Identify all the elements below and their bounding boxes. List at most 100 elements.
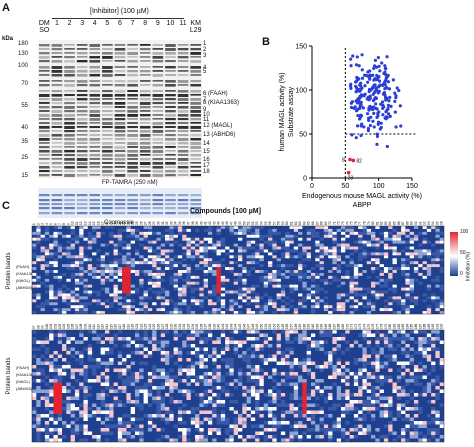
scatter-point (383, 66, 387, 70)
heatmap-col-label: 26 (139, 221, 143, 225)
heatmap-cell (70, 438, 75, 442)
heatmap-cell (392, 261, 397, 265)
heatmap-col-label: 81 (375, 221, 379, 225)
heatmap-col-label: 8 (62, 223, 66, 225)
heatmap-cell (431, 337, 436, 341)
lane-label: 11 (179, 20, 187, 27)
heatmap-cell (375, 407, 380, 411)
gel-band (190, 98, 201, 101)
scatter-point (368, 77, 372, 81)
heatmap-cell (216, 403, 221, 407)
heatmap-cell (53, 351, 58, 355)
heatmap-cell (225, 308, 230, 312)
heatmap-cell (435, 264, 440, 268)
heatmap-cell (246, 337, 251, 341)
heatmap-cell (409, 278, 414, 282)
heatmap-cell (413, 226, 419, 229)
heatmap-cell (165, 354, 170, 358)
heatmap-cell (268, 400, 273, 404)
heatmap-cell (280, 264, 286, 268)
heatmap-cell (203, 438, 208, 442)
gel-band (51, 94, 63, 97)
heatmap-cell (92, 379, 97, 383)
gel-band (127, 146, 138, 148)
heatmap-cell (353, 249, 359, 253)
heatmap-cell (130, 428, 135, 432)
heatmap-cell (135, 249, 140, 253)
heatmap-cell (263, 403, 269, 407)
heatmap-cell (431, 435, 436, 439)
heatmap-cell (345, 379, 350, 383)
heatmap-cell (207, 261, 213, 265)
gel-band (127, 98, 138, 100)
heatmap-cell (190, 255, 196, 259)
heatmap-cell (255, 396, 260, 400)
heatmap-cell (199, 393, 204, 397)
gel-band (64, 170, 75, 173)
heatmap-cell (439, 302, 444, 306)
heatmap-cell (422, 231, 427, 235)
heatmap-cell (268, 337, 273, 341)
heatmap-cell (362, 330, 367, 334)
gel-lane (76, 44, 88, 177)
heatmap-cell (87, 234, 93, 238)
gel-band (190, 174, 201, 177)
heatmap-cell (229, 337, 234, 341)
heatmap-cell (268, 344, 273, 348)
heatmap-cell (130, 228, 135, 232)
heatmap-cell (104, 414, 110, 418)
heatmap-cell (375, 386, 380, 390)
heatmap-cell (362, 361, 367, 365)
heatmap-cell (323, 365, 329, 369)
heatmap-cell (135, 344, 140, 348)
heatmap-cell (53, 407, 58, 411)
heatmap-cell (293, 435, 299, 439)
heatmap-cell (272, 284, 277, 288)
heatmap-cell (388, 296, 393, 300)
heatmap-col-label: 134 (191, 323, 195, 329)
heatmap-cell (225, 337, 230, 341)
heatmap-col-label: 85 (393, 221, 397, 225)
heatmap-cell (139, 372, 144, 376)
protein-bands-text-bottom: Protein bands (6, 357, 12, 395)
heatmap-cell (143, 337, 148, 341)
coomassie-band (51, 199, 63, 202)
heatmap-cell (375, 400, 380, 404)
heatmap-cell (246, 414, 251, 418)
heatmap-cell (401, 337, 406, 341)
heatmap-cell (207, 302, 213, 306)
heatmap-cell (255, 389, 260, 393)
heatmap-cell (255, 403, 260, 407)
heatmap-cell (57, 372, 63, 376)
coomassie-band (127, 212, 138, 215)
heatmap-cell (323, 414, 329, 418)
heatmap-cell (147, 226, 153, 229)
heatmap-cell (83, 246, 88, 250)
gel-band (76, 118, 88, 121)
heatmap-cell (332, 308, 337, 312)
heatmap-cell (126, 293, 131, 297)
heatmap-cell (362, 252, 367, 256)
heatmap-cell (177, 417, 183, 421)
heatmap-cell (152, 400, 157, 404)
heatmap-cell (242, 424, 247, 428)
heatmap-cell (57, 255, 63, 259)
heatmap-cell (49, 417, 54, 421)
heatmap-cell (401, 428, 406, 432)
heatmap-cell (32, 417, 37, 421)
heatmap-col-label: 119 (126, 324, 130, 329)
gel-band (76, 174, 88, 177)
heatmap-cell (362, 375, 367, 379)
heatmap-cell (379, 396, 384, 400)
heatmap-cell (392, 382, 397, 386)
heatmap-cell (392, 270, 397, 273)
heatmap-cell (431, 261, 436, 265)
heatmap-cell (49, 287, 54, 291)
heatmap-cell (203, 243, 208, 247)
heatmap-cell (117, 228, 123, 232)
heatmap-cell (289, 365, 294, 369)
heatmap-cell (32, 311, 37, 314)
heatmap-cell (139, 368, 144, 372)
gel-band (152, 98, 164, 101)
heatmap-cell (66, 400, 71, 404)
